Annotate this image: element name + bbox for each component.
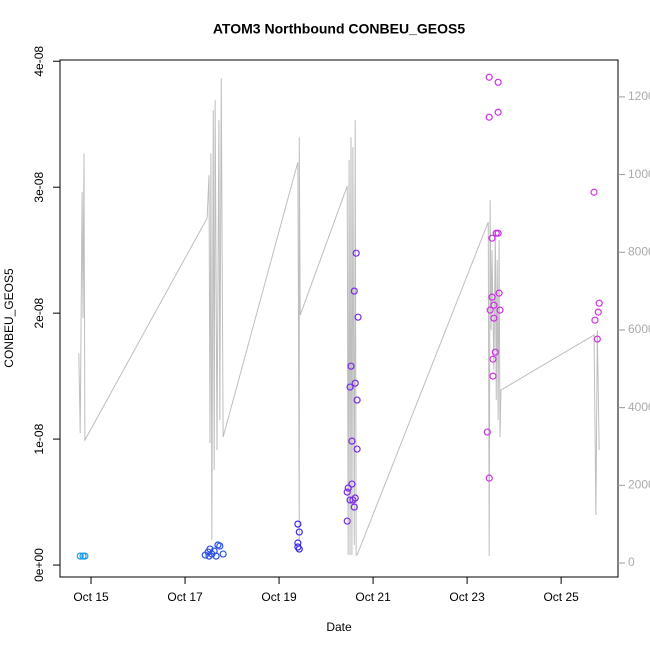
x-tick-label: Oct 21: [355, 590, 391, 604]
data-point: [295, 528, 303, 536]
data-point: [483, 428, 491, 436]
x-tick-label: Oct 25: [543, 590, 579, 604]
y-axis-label: CONBEU_GEOS5: [2, 268, 16, 368]
data-point: [353, 396, 361, 404]
data-point: [489, 372, 497, 380]
data-point: [352, 249, 360, 257]
data-point: [494, 78, 502, 86]
x-tick-label: Oct 23: [449, 590, 485, 604]
y2-tick-label: 0: [628, 555, 635, 569]
data-point: [350, 287, 358, 295]
chart-title: ATOM3 Northbound CONBEU_GEOS5: [213, 21, 465, 37]
y2-tick-label: 4000: [628, 400, 650, 414]
y2-tick-label: 10000: [628, 167, 650, 181]
data-point: [212, 552, 220, 560]
data-point: [496, 306, 504, 314]
y-tick-label: 2e-08: [32, 297, 46, 328]
y-tick-label: 0e+00: [32, 548, 46, 582]
data-point: [294, 520, 302, 528]
y-tick-label: 3e-08: [32, 172, 46, 203]
data-point: [351, 494, 359, 502]
data-point: [353, 445, 361, 453]
data-point: [485, 113, 493, 121]
data-point: [348, 437, 356, 445]
data-point: [595, 299, 603, 307]
data-point: [594, 308, 602, 316]
data-point: [491, 348, 499, 356]
x-axis-label: Date: [326, 620, 352, 634]
data-point: [494, 108, 502, 116]
data-point: [495, 289, 503, 297]
y2-tick-label: 6000: [628, 322, 650, 336]
data-point: [485, 73, 493, 81]
data-point: [488, 234, 496, 242]
data-point: [486, 306, 494, 314]
y-tick-label: 4e-08: [32, 46, 46, 77]
data-point: [346, 383, 354, 391]
data-point: [354, 313, 362, 321]
data-point: [350, 503, 358, 511]
data-point: [343, 488, 351, 496]
data-point: [593, 335, 601, 343]
data-point: [81, 552, 89, 560]
data-point: [490, 301, 498, 309]
data-point: [490, 314, 498, 322]
data-point: [344, 484, 352, 492]
data-point: [591, 316, 599, 324]
data-point: [295, 545, 303, 553]
data-point: [219, 550, 227, 558]
y2-tick-label: 12000: [628, 89, 650, 103]
y-tick-label: 1e-08: [32, 423, 46, 454]
data-point: [494, 229, 502, 237]
plot-frame: [59, 59, 619, 578]
x-tick-label: Oct 19: [261, 590, 297, 604]
data-point: [347, 362, 355, 370]
data-point: [590, 188, 598, 196]
x-tick-label: Oct 17: [167, 590, 203, 604]
data-point: [351, 379, 359, 387]
data-point: [348, 480, 356, 488]
data-point: [76, 552, 84, 560]
data-point: [488, 293, 496, 301]
data-point: [205, 552, 213, 560]
x-tick-label: Oct 15: [73, 590, 109, 604]
y2-tick-label: 2000: [628, 478, 650, 492]
data-point: [216, 542, 224, 550]
data-point: [489, 355, 497, 363]
y2-tick-label: 8000: [628, 244, 650, 258]
data-point: [343, 517, 351, 525]
data-point: [485, 474, 493, 482]
